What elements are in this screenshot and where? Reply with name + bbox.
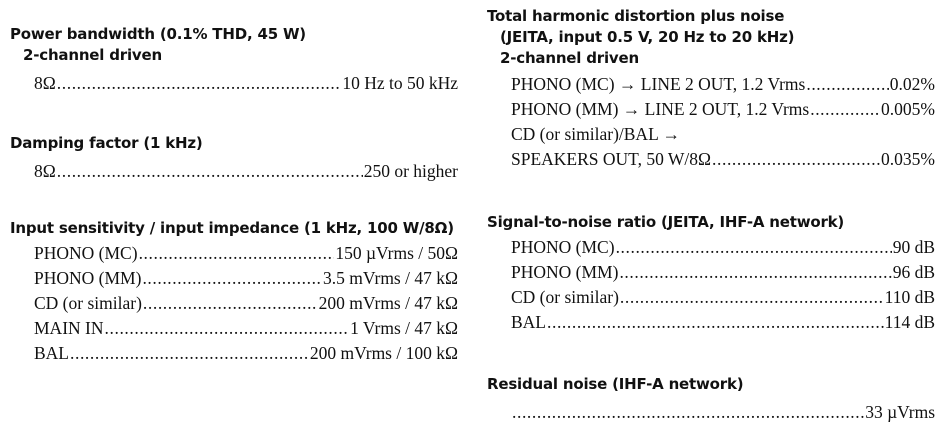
spec-label: BAL bbox=[511, 312, 546, 332]
spec-label: SPEAKERS OUT, 50 W/8Ω bbox=[511, 149, 712, 169]
spec-label: 8Ω bbox=[34, 73, 56, 93]
spec-label: PHONO (MM) bbox=[511, 262, 619, 282]
leader-dots bbox=[806, 72, 888, 97]
spec-label: PHONO (MM) → LINE 2 OUT, 1.2 Vrms bbox=[511, 99, 810, 119]
spec-row: PHONO (MM) 3.5 mVrms / 47 kΩ bbox=[10, 266, 458, 291]
spec-row: PHONO (MM) 96 dB bbox=[487, 260, 935, 285]
spec-value: 200 mVrms / 47 kΩ bbox=[318, 293, 458, 313]
spec-row: CD (or similar) 200 mVrms / 47 kΩ bbox=[10, 291, 458, 316]
spec-label: CD (or similar) bbox=[34, 293, 142, 313]
power-bandwidth-heading: Power bandwidth (0.1% THD, 45 W) bbox=[10, 25, 306, 43]
leader-dots bbox=[70, 341, 309, 366]
leader-dots bbox=[142, 266, 322, 291]
spec-label: PHONO (MC) → LINE 2 OUT, 1.2 Vrms bbox=[511, 74, 806, 94]
spec-label: PHONO (MM) bbox=[34, 268, 142, 288]
leader-dots bbox=[712, 147, 880, 172]
snr-heading: Signal-to-noise ratio (JEITA, IHF-A netw… bbox=[487, 213, 845, 231]
spec-value: 200 mVrms / 100 kΩ bbox=[309, 343, 458, 363]
residual-noise-heading: Residual noise (IHF-A network) bbox=[487, 375, 744, 393]
leader-dots bbox=[143, 291, 318, 316]
damping-factor-heading: Damping factor (1 kHz) bbox=[10, 134, 203, 152]
spec-row: PHONO (MM) → LINE 2 OUT, 1.2 Vrms 0.005% bbox=[487, 97, 935, 122]
spec-row: SPEAKERS OUT, 50 W/8Ω 0.035% bbox=[487, 147, 935, 172]
residual-noise-section: Residual noise (IHF-A network) 33 µVrms bbox=[487, 374, 935, 425]
spec-value: 33 µVrms bbox=[865, 402, 935, 422]
damping-factor-section: Damping factor (1 kHz) 8Ω 250 or higher bbox=[10, 133, 458, 184]
spec-row: MAIN IN 1 Vrms / 47 kΩ bbox=[10, 316, 458, 341]
leader-dots bbox=[620, 285, 884, 310]
leader-dots bbox=[105, 316, 350, 341]
spec-label: CD (or similar) bbox=[511, 287, 619, 307]
spec-label: PHONO (MC) bbox=[34, 243, 138, 263]
spec-row: 8Ω 10 Hz to 50 kHz bbox=[10, 71, 458, 96]
spec-value: 0.005% bbox=[881, 99, 935, 119]
spec-row: BAL 200 mVrms / 100 kΩ bbox=[10, 341, 458, 366]
spec-label: PHONO (MC) bbox=[511, 237, 615, 257]
input-sensitivity-section: Input sensitivity / input impedance (1 k… bbox=[10, 218, 458, 366]
spec-row-continued: CD (or similar)/BAL → bbox=[487, 122, 935, 147]
leader-dots bbox=[512, 400, 864, 425]
spec-value: 114 dB bbox=[884, 312, 935, 332]
spec-value: 90 dB bbox=[892, 237, 935, 257]
spec-value: 150 µVrms / 50Ω bbox=[335, 243, 458, 263]
spec-row: 33 µVrms bbox=[487, 400, 935, 425]
leader-dots bbox=[616, 235, 892, 260]
leader-dots bbox=[57, 71, 342, 96]
spec-label: BAL bbox=[34, 343, 69, 363]
spec-row: PHONO (MC) 150 µVrms / 50Ω bbox=[10, 241, 458, 266]
power-bandwidth-subheading: 2-channel driven bbox=[23, 46, 162, 64]
spec-row: PHONO (MC) 90 dB bbox=[487, 235, 935, 260]
thd-heading: Total harmonic distortion plus noise bbox=[487, 7, 785, 25]
spec-value: 96 dB bbox=[892, 262, 935, 282]
snr-section: Signal-to-noise ratio (JEITA, IHF-A netw… bbox=[487, 212, 935, 335]
leader-dots bbox=[810, 97, 880, 122]
spec-value: 110 dB bbox=[884, 287, 935, 307]
thd-heading-conditions: (JEITA, input 0.5 V, 20 Hz to 20 kHz) bbox=[500, 28, 795, 46]
spec-value: 250 or higher bbox=[363, 161, 458, 181]
thd-section: Total harmonic distortion plus noise (JE… bbox=[487, 6, 935, 172]
spec-value: 0.02% bbox=[889, 74, 935, 94]
power-bandwidth-section: Power bandwidth (0.1% THD, 45 W) 2-chann… bbox=[10, 24, 458, 96]
spec-row: BAL 114 dB bbox=[487, 310, 935, 335]
spec-row: 8Ω 250 or higher bbox=[10, 159, 458, 184]
spec-value: 10 Hz to 50 kHz bbox=[342, 73, 458, 93]
spec-label: 8Ω bbox=[34, 161, 56, 181]
input-sensitivity-heading: Input sensitivity / input impedance (1 k… bbox=[10, 219, 454, 237]
spec-label: CD (or similar)/BAL → bbox=[511, 124, 680, 144]
leader-dots bbox=[57, 159, 363, 184]
leader-dots bbox=[139, 241, 335, 266]
spec-label: MAIN IN bbox=[34, 318, 104, 338]
thd-subheading: 2-channel driven bbox=[500, 49, 639, 67]
leader-dots bbox=[619, 260, 891, 285]
spec-row: PHONO (MC) → LINE 2 OUT, 1.2 Vrms 0.02% bbox=[487, 72, 935, 97]
spec-value: 0.035% bbox=[881, 149, 935, 169]
leader-dots bbox=[547, 310, 884, 335]
spec-value: 1 Vrms / 47 kΩ bbox=[350, 318, 458, 338]
spec-value: 3.5 mVrms / 47 kΩ bbox=[323, 268, 458, 288]
spec-row: CD (or similar) 110 dB bbox=[487, 285, 935, 310]
